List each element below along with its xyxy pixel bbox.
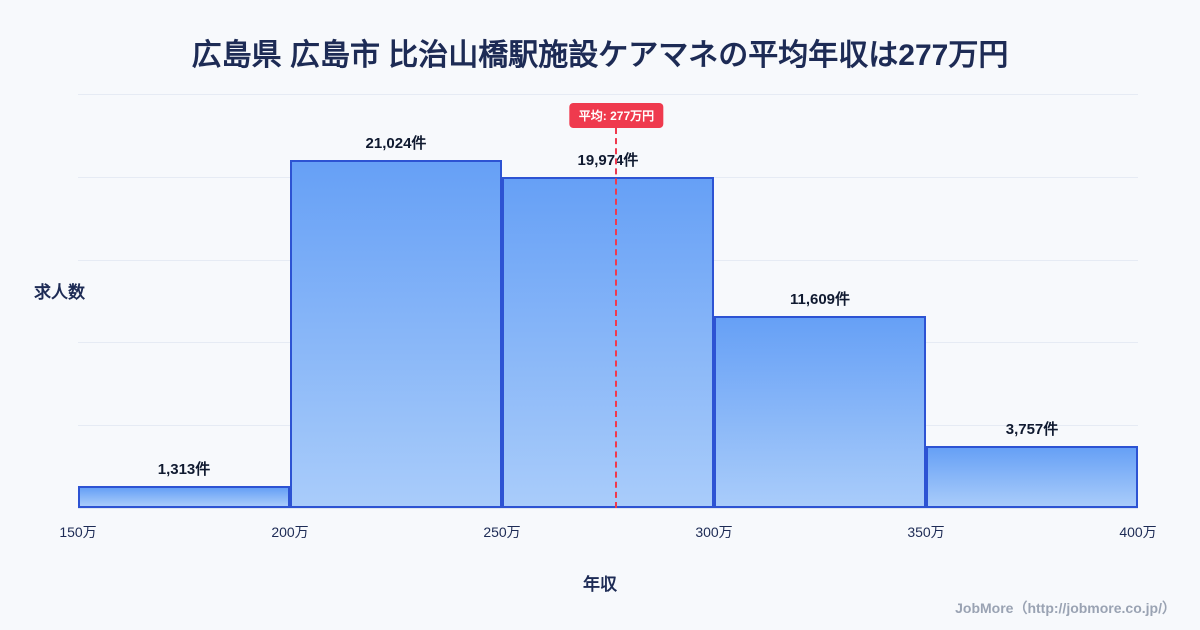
- bar-value-label: 21,024件: [365, 135, 427, 152]
- bar-value-label: 3,757件: [1005, 421, 1059, 438]
- histogram-bar: [290, 160, 502, 508]
- x-tick-label: 150万: [59, 524, 97, 540]
- bar-value-label: 1,313件: [157, 461, 211, 478]
- x-tick-label: 400万: [1119, 524, 1157, 540]
- x-axis-label: 年収: [583, 575, 617, 594]
- histogram-bar: [714, 316, 926, 508]
- bar-value-label: 11,609件: [789, 291, 851, 308]
- y-axis-label: 求人数: [34, 283, 85, 302]
- mean-badge: 平均: 277万円: [569, 103, 664, 128]
- x-axis-baseline: [78, 508, 1138, 509]
- footer-credit: JobMore（http://jobmore.co.jp/）: [955, 600, 1176, 616]
- gridline: [78, 94, 1138, 96]
- x-tick-label: 200万: [271, 524, 309, 540]
- x-tick-label: 300万: [695, 524, 733, 540]
- page-title: 広島県 広島市 比治山橋駅施設ケアマネの平均年収は277万円: [191, 39, 1009, 72]
- histogram-bar: [502, 177, 714, 508]
- histogram-bar: [926, 446, 1138, 508]
- bar-value-label: 19,974件: [577, 152, 639, 169]
- mean-line: [615, 128, 618, 508]
- x-tick-label: 350万: [907, 524, 945, 540]
- x-tick-label: 250万: [483, 524, 521, 540]
- histogram-bar: [78, 486, 290, 508]
